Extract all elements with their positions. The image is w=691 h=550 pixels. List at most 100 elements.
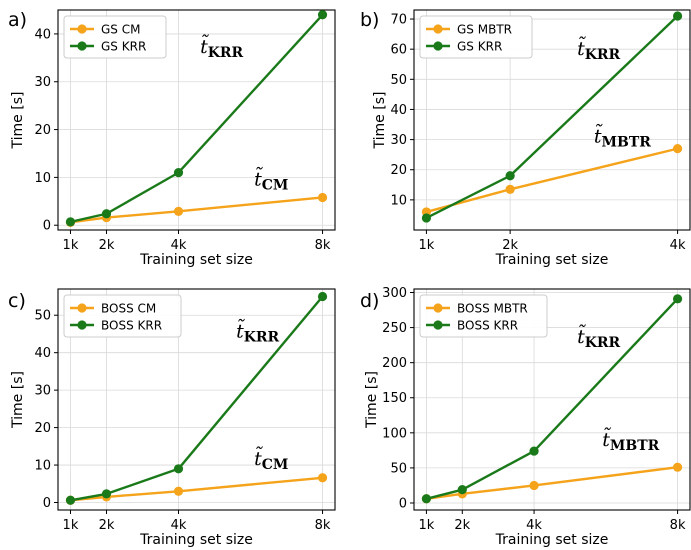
annotation-subscript: KRR	[208, 45, 244, 61]
annotation-symbol: t̃	[594, 124, 603, 147]
annotation: t̃CM	[254, 447, 288, 473]
x-axis-label: Training set size	[495, 252, 609, 268]
legend-label: GS CM	[101, 23, 140, 37]
series-line-0	[426, 466, 678, 500]
annotation-subscript: KRR	[585, 47, 621, 63]
annotation-subscript: KRR	[585, 335, 621, 351]
legend-swatch-marker	[433, 24, 443, 34]
legend-swatch-marker	[77, 24, 87, 34]
data-point	[421, 213, 432, 223]
y-axis-label: Time [s]	[10, 371, 26, 429]
x-axis-label: Training set size	[139, 532, 253, 548]
data-point	[101, 209, 112, 219]
legend-swatch-marker	[77, 41, 87, 51]
annotation-subscript: CM	[262, 178, 289, 194]
y-tick-label: 50	[390, 73, 407, 88]
data-point	[317, 291, 328, 302]
legend-label: GS KRR	[457, 40, 502, 54]
annotation-symbol: t̃	[254, 447, 263, 470]
annotation-symbol: t̃	[577, 325, 586, 348]
annotation: t̃KRR	[577, 325, 620, 351]
x-tick-label: 8k	[670, 518, 686, 533]
y-tick-label: 30	[390, 133, 407, 148]
y-tick-label: 200	[382, 356, 407, 371]
y-tick-label: 50	[34, 309, 51, 324]
data-point	[65, 495, 76, 505]
y-tick-label: 10	[34, 171, 51, 186]
legend-label: GS KRR	[101, 40, 146, 54]
legend-swatch-marker	[433, 41, 443, 51]
y-tick-label: 60	[390, 43, 407, 58]
data-point	[505, 184, 515, 194]
annotation-subscript: KRR	[244, 330, 280, 346]
y-tick-label: 50	[390, 461, 407, 476]
annotation-subscript: MBTR	[610, 438, 660, 454]
data-point	[173, 206, 184, 216]
y-tick-label: 20	[34, 123, 51, 138]
x-tick-label: 8k	[315, 518, 331, 533]
panel-letter: d)	[360, 290, 379, 312]
annotation-subscript: CM	[262, 457, 289, 473]
panel-3: 0 10 20 30 40 50 1k 2k 4k 8k Training set size Time…	[8, 288, 336, 548]
x-tick-label: 4k	[171, 238, 187, 253]
legend-label: BOSS CM	[101, 302, 156, 316]
y-tick-label: 250	[382, 321, 407, 336]
y-tick-label: 40	[34, 346, 51, 361]
data-point	[529, 446, 539, 456]
panel-letter: c)	[8, 290, 26, 312]
legend-box	[63, 294, 182, 338]
data-point	[672, 294, 683, 304]
series-line-1	[70, 13, 324, 224]
series-line-0	[70, 196, 323, 224]
y-axis-label: Time [s]	[372, 92, 388, 150]
data-point	[457, 485, 467, 495]
legend-swatch-marker	[77, 303, 87, 313]
annotation-symbol: t̃	[200, 35, 209, 58]
data-point	[65, 217, 76, 227]
y-tick-label: 100	[382, 426, 407, 441]
y-tick-label: 10	[390, 193, 407, 208]
y-tick-label: 0	[43, 219, 51, 234]
data-point	[421, 494, 432, 504]
data-point	[672, 144, 683, 154]
data-point	[529, 480, 539, 491]
x-tick-label: 2k	[99, 518, 115, 533]
x-tick-label: 8k	[315, 238, 331, 253]
data-point	[505, 171, 515, 181]
annotation: t̃CM	[254, 167, 288, 193]
legend-swatch-marker	[433, 303, 443, 313]
x-tick-label: 2k	[99, 238, 115, 253]
annotation: t̃KRR	[236, 320, 279, 346]
annotation: t̃KRR	[577, 37, 620, 63]
data-point	[317, 192, 328, 203]
legend-label: BOSS KRR	[457, 319, 518, 333]
y-tick-label: 300	[382, 286, 407, 301]
annotation-symbol: t̃	[236, 320, 245, 343]
x-tick-label: 2k	[502, 238, 518, 253]
x-tick-label: 4k	[526, 518, 542, 533]
annotation-symbol: t̃	[254, 167, 263, 190]
x-axis-label: Training set size	[495, 532, 609, 548]
x-tick-label: 4k	[171, 518, 187, 533]
data-point	[672, 11, 683, 21]
x-tick-label: 4k	[670, 238, 686, 253]
y-tick-label: 0	[399, 496, 407, 511]
annotation-symbol: t̃	[602, 428, 611, 451]
y-tick-label: 30	[34, 384, 51, 399]
x-tick-label: 1k	[419, 518, 435, 533]
y-tick-label: 20	[390, 163, 407, 178]
panel-1: 0 10 20 30 40 1k 2k 4k 8k Training set size Time […	[8, 9, 336, 268]
legend-swatch-marker	[77, 320, 87, 330]
x-tick-label: 1k	[63, 518, 79, 533]
y-tick-label: 70	[390, 13, 407, 28]
annotation-symbol: t̃	[577, 37, 586, 60]
y-tick-label: 30	[34, 75, 51, 90]
x-tick-label: 1k	[419, 238, 435, 253]
data-point	[173, 486, 184, 496]
series-line-1	[70, 295, 324, 502]
y-tick-label: 150	[382, 391, 407, 406]
data-point	[173, 168, 184, 178]
x-tick-label: 2k	[454, 518, 470, 533]
annotation: t̃MBTR	[594, 124, 651, 150]
